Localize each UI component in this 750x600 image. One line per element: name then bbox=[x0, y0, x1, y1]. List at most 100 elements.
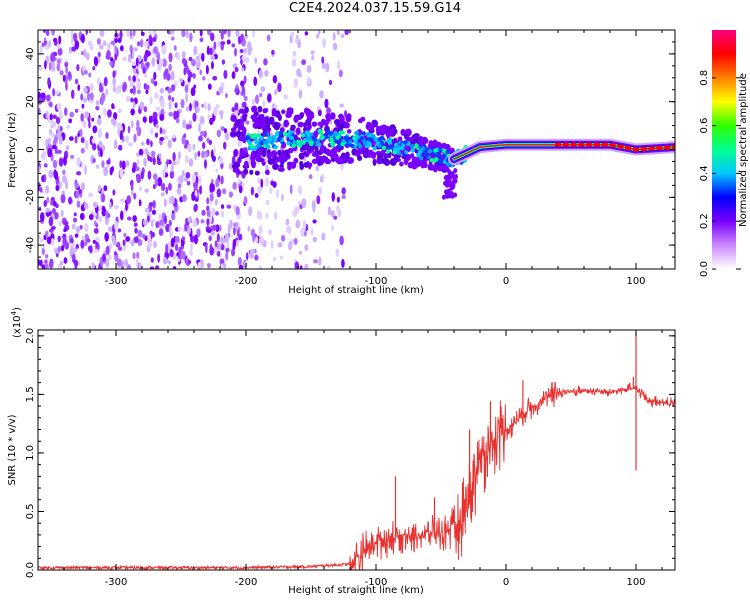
spectrogram-noise-cell bbox=[50, 132, 56, 138]
spectrogram-noise-cell bbox=[104, 216, 109, 226]
spectrogram-noise-cell bbox=[231, 248, 236, 257]
spectrogram-drift-cell bbox=[446, 177, 451, 183]
spectrogram-noise-cell bbox=[236, 221, 240, 230]
colorbar-ticks: 0.0 0.2 0.4 0.6 0.8 bbox=[699, 70, 741, 277]
spectrogram-noise-cell bbox=[316, 195, 321, 205]
spectrogram-noise-cell bbox=[114, 220, 119, 231]
spectrogram-noise-cell bbox=[147, 170, 152, 180]
spectrogram-noise-cell bbox=[103, 76, 108, 87]
spectrogram-band-cell bbox=[295, 127, 301, 136]
spectrogram-noise-cell bbox=[151, 56, 156, 67]
spectrogram-noise-cell bbox=[96, 77, 101, 86]
spectrogram-ridge-cell bbox=[367, 137, 372, 142]
spectrogram-ridge-cell bbox=[309, 140, 314, 145]
spectrogram-noise-cell bbox=[292, 210, 296, 216]
spectrogram-noise-cell bbox=[134, 227, 138, 234]
spectrogram-noise-cell bbox=[64, 241, 70, 250]
spectrogram-ridge-cell bbox=[445, 149, 450, 155]
spectrogram-noise-cell bbox=[254, 254, 259, 261]
spectrogram-ridge-cell bbox=[424, 153, 429, 158]
spectrogram-noise-cell bbox=[46, 94, 51, 102]
spectrogram-xtick-label: -200 bbox=[235, 276, 258, 287]
spectrogram-noise-cell bbox=[157, 253, 161, 263]
spectrogram-noise-cell bbox=[119, 210, 124, 221]
spectrogram-noise-cell bbox=[106, 159, 110, 165]
spectrogram-noise-cell bbox=[188, 56, 193, 62]
spectrogram-noise-cell bbox=[201, 103, 204, 108]
spectrogram-noise-cell bbox=[112, 240, 118, 245]
spectrogram-noise-cell bbox=[122, 239, 126, 246]
spectrogram-noise-cell bbox=[181, 30, 186, 38]
spectrogram-noise-cell bbox=[210, 55, 216, 60]
spectrogram-noise-cell bbox=[298, 89, 303, 99]
snr-marks bbox=[38, 332, 675, 570]
spectrogram-noise-cell bbox=[38, 65, 43, 71]
spectrogram-noise-cell bbox=[199, 185, 203, 195]
spectrogram-noise-cell bbox=[159, 58, 164, 66]
spectrogram-noise-cell bbox=[105, 132, 109, 139]
spectrogram-noise-cell bbox=[176, 52, 180, 61]
spectrogram-noise-cell bbox=[56, 149, 62, 154]
spectrogram-ridge-cell bbox=[274, 131, 280, 137]
spectrogram-noise-cell bbox=[269, 187, 272, 195]
spectrogram-band-cell bbox=[293, 115, 299, 123]
spectrogram-band-cell bbox=[256, 122, 263, 127]
spectrogram-noise-cell bbox=[153, 46, 158, 54]
spectrogram-noise-cell bbox=[70, 37, 74, 45]
spectrogram-noise-cell bbox=[77, 84, 81, 91]
spectrogram-noise-cell bbox=[41, 150, 47, 161]
spectrogram-noise-cell bbox=[43, 200, 48, 208]
spectrogram-noise-cell bbox=[168, 100, 172, 111]
spectrogram-noise-cell bbox=[217, 41, 221, 48]
spectrogram-noise-cell bbox=[113, 204, 119, 210]
spectrogram-noise-cell bbox=[102, 253, 107, 262]
spectrogram-ridge-cell bbox=[312, 137, 318, 142]
spectrogram-noise-cell bbox=[158, 228, 164, 236]
spectrogram-noise-cell bbox=[168, 196, 172, 205]
spectrogram-noise-cell bbox=[206, 218, 210, 226]
spectrogram-noise-cell bbox=[116, 261, 121, 266]
spectrogram-noise-cell bbox=[240, 33, 245, 42]
spectrogram-noise-cell bbox=[234, 102, 239, 111]
spectrogram-band-cell bbox=[317, 121, 323, 126]
spectrogram-noise-cell bbox=[263, 58, 268, 66]
spectrogram-noise-cell bbox=[143, 157, 147, 167]
spectrogram-noise-cell bbox=[205, 205, 210, 212]
spectrogram-ridge-cell bbox=[386, 148, 391, 154]
spectrogram-noise-cell bbox=[41, 264, 46, 269]
spectrogram-ridge-cell bbox=[254, 140, 259, 145]
spectrogram-noise-cell bbox=[104, 232, 110, 242]
spectrogram-noise-cell bbox=[50, 225, 56, 230]
spectrogram-noise-cell bbox=[216, 188, 222, 198]
spectrogram-ridge-cell bbox=[278, 130, 284, 136]
spectrogram-ridge-cell bbox=[329, 137, 334, 143]
spectrogram-noise-cell bbox=[68, 136, 74, 141]
spectrogram-ridge-cell bbox=[400, 146, 405, 151]
spectrogram-noise-cell bbox=[184, 139, 189, 146]
spectrogram-ridge-cell bbox=[357, 143, 362, 148]
spectrogram-noise-cell bbox=[152, 111, 158, 120]
spectrogram-band-cell bbox=[242, 126, 247, 135]
spectrogram-band-cell bbox=[326, 117, 331, 123]
spectrogram-noise-cell bbox=[121, 265, 124, 269]
spectrogram-noise-cell bbox=[50, 60, 56, 69]
spectrogram-noise-cell bbox=[205, 64, 209, 75]
spectrogram-band-cell bbox=[266, 153, 272, 159]
spectrogram-noise-cell bbox=[55, 184, 60, 192]
spectrogram-noise-cell bbox=[85, 30, 89, 35]
spectrogram-band-cell bbox=[377, 153, 384, 161]
spectrogram-band-cell bbox=[231, 131, 239, 136]
spectrogram-noise-cell bbox=[71, 46, 77, 52]
spectrogram-noise-cell bbox=[223, 69, 228, 79]
spectrogram-noise-cell bbox=[185, 30, 189, 39]
snr-background bbox=[38, 330, 675, 570]
spectrogram-band-cell bbox=[265, 169, 270, 176]
spectrogram-noise-cell bbox=[39, 259, 43, 267]
spectrogram-noise-cell bbox=[60, 194, 66, 204]
spectrogram-noise-cell bbox=[110, 56, 114, 62]
spectrogram-noise-cell bbox=[48, 260, 54, 269]
spectrogram-noise-cell bbox=[185, 106, 190, 112]
spectrogram-band-cell bbox=[273, 155, 279, 161]
spectrogram-noise-cell bbox=[131, 61, 136, 66]
spectrogram-noise-cell bbox=[214, 240, 218, 248]
